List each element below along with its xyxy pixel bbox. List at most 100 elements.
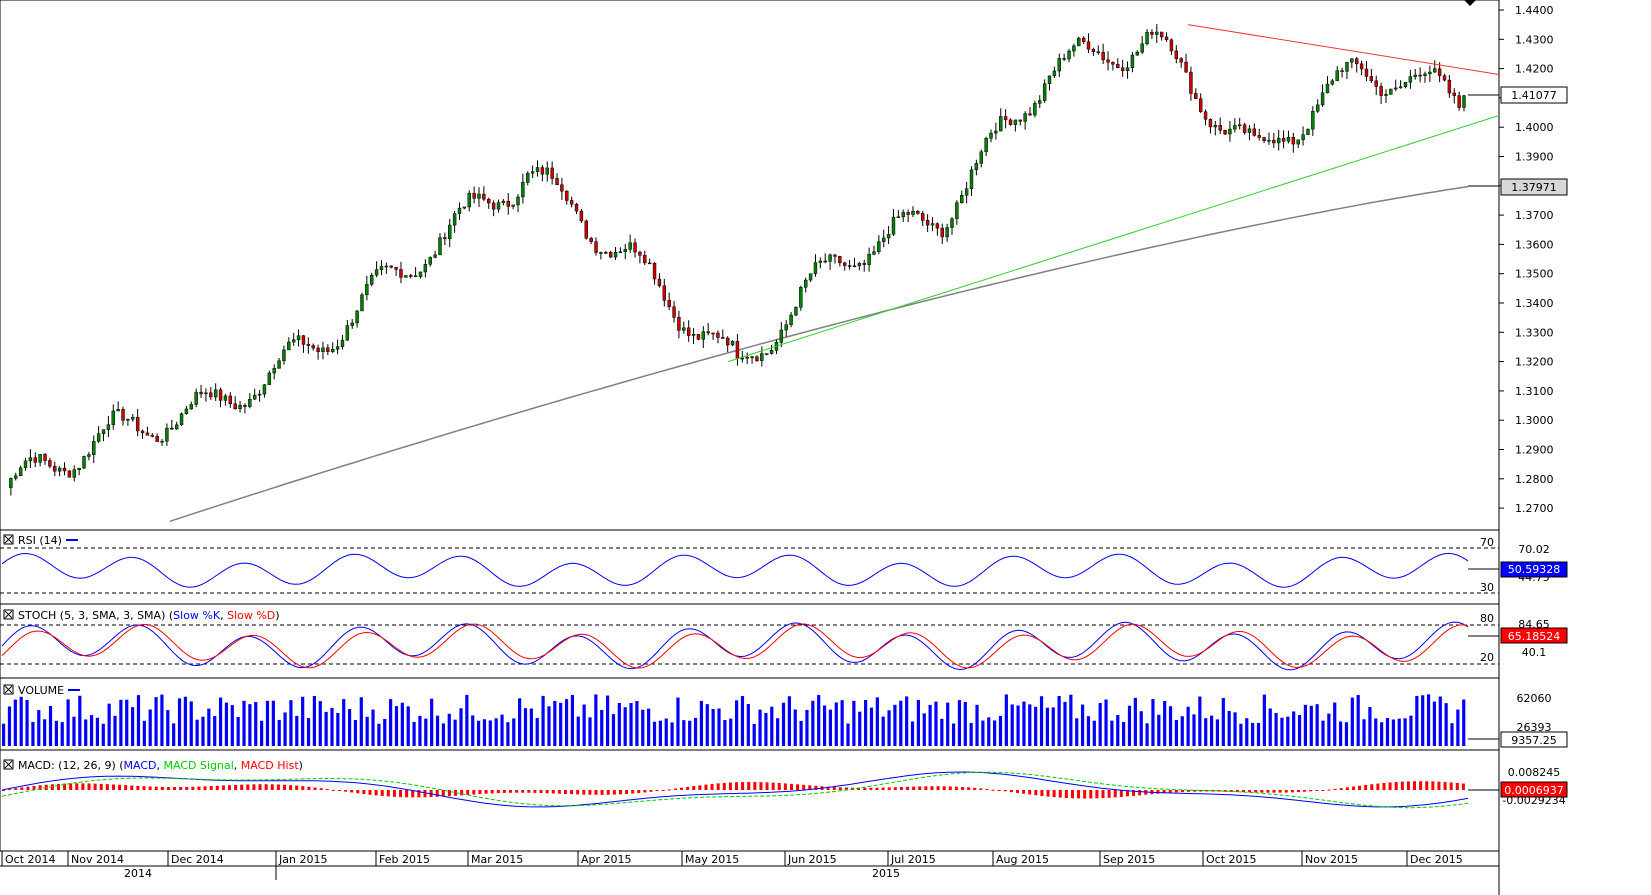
candle-body [404,275,408,278]
trendlines [727,24,1500,363]
volume-bar [758,709,762,746]
candle-body [628,242,632,250]
volume-bar [1174,719,1178,746]
volume-bar [330,707,334,746]
candle-body [233,403,237,410]
macd-hist-bar [545,790,549,794]
candle-body [872,251,876,255]
panel-frames [0,0,1500,895]
candle-body [1125,67,1130,72]
month-label: Apr 2015 [581,853,632,866]
volume-bar [113,715,117,746]
volume-bar [347,708,352,746]
candle-body [1374,80,1378,87]
macd-hist-bar [1058,790,1062,798]
candle-body [1023,113,1027,122]
volume-bar [617,702,621,746]
candle-body [677,317,681,331]
candle-body [291,339,296,343]
candle-body [1315,104,1320,112]
macd-hist-bar [625,790,629,794]
volume-bar [37,710,41,746]
volume-bar [1239,723,1243,746]
candle-body [1325,83,1330,94]
volume-bar [1380,722,1384,746]
candle-body [326,347,330,352]
candle-body [604,252,608,254]
volume-bar [1251,722,1255,746]
candle-body [613,251,618,258]
volume-bar [1362,719,1366,746]
candle-body [608,252,613,258]
candle-body [1423,73,1427,76]
macd-hist-bar [692,786,696,790]
candle-body [647,262,652,265]
candle-body [184,408,189,414]
macd-hist-bar [1303,790,1307,792]
macd-title: MACD: (12, 26, 9) [18,759,116,772]
macd-hist-bar [209,786,213,790]
candle-body [716,332,720,338]
volume-bar [406,706,410,746]
macd-hist-bar [502,790,506,793]
candle-body [345,325,350,341]
volume-bar [1110,720,1114,746]
macd-hist-bar [1040,790,1044,796]
candle-body [945,227,949,238]
macd-hist-bar [148,786,152,790]
scroll-marker-icon[interactable] [1464,0,1476,6]
macd-hist-bar [319,788,323,790]
macd-hist-bar [936,786,940,790]
macd-hist-bar [643,790,647,793]
volume-bar [1209,715,1214,746]
candle-body [565,190,569,201]
candle-body [131,416,135,420]
volume-bar [1438,696,1442,746]
volume-bar [1274,712,1278,746]
macd-hist-bar [686,786,690,790]
resistance-trendline [1187,24,1500,75]
volume-bar [1221,698,1225,746]
candle-body [306,344,311,346]
candle-body [1228,128,1232,135]
candle-body [1350,58,1354,63]
volume-bar [101,723,105,746]
volume-bar [1133,697,1137,746]
candle-body [413,275,418,278]
macd-hist-bar [374,790,378,796]
macd-hist-bar [295,785,299,790]
volume-bar [377,723,381,746]
macd-hist-bar [631,790,635,794]
candle-body [165,427,169,442]
volume-bar [441,723,445,746]
candle-body [1340,70,1344,72]
candle-body [1033,103,1037,116]
volume-bar [864,700,868,746]
macd-hist-bar [325,789,329,791]
stoch-k-path [1,621,1469,671]
volume-bar [260,720,264,746]
volume-bar [1409,715,1413,746]
candle-body [735,341,740,359]
volume-bar [248,704,252,746]
volume-bar [2,723,6,746]
volume-bar [1080,704,1085,746]
candle-body [1398,86,1403,89]
volume-bar [353,719,358,746]
candle-body [1116,63,1120,69]
macd-hist-bar [1132,790,1136,796]
candle-body [1267,139,1271,142]
candle-body [896,216,901,219]
macd-hist-bar [191,786,195,790]
candle-body [33,457,37,463]
volume-bar [1227,711,1231,746]
candle-body [1013,119,1018,125]
macd-hist-bar [1138,790,1142,796]
volume-bar [946,702,950,746]
volume-bar [1444,703,1448,746]
candle-body [521,182,525,198]
candle-body [14,475,18,479]
volume-bar [910,721,915,746]
macd-hist-bar [747,781,751,790]
macd-hist-bar [887,787,891,790]
